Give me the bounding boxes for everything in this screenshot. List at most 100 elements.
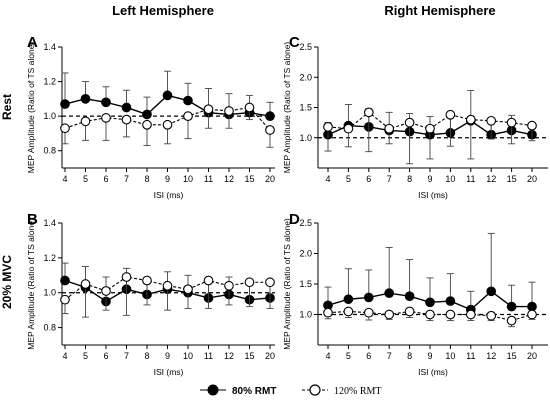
panel-d-point [343,306,354,317]
panel-a-ylabel: MEP Amplitude (Ratio of TS alone) [26,42,36,174]
panel-c-point [445,109,456,120]
panel-a-point [80,94,91,104]
legend-80-label: 80% RMT [232,386,276,397]
panel-a-point [162,119,173,130]
panel-a-xlabel: ISI (ms) [154,190,184,200]
panel-b-point [224,280,234,291]
panel-d-xtick-label: 10 [445,351,455,361]
panel-c-xtick-label: 8 [407,174,412,184]
panel-b-point [101,286,111,296]
panel-b: 0.8 1.0 1.2 1.4 4 5 6 7 8 9 10 11 12 15 20 ISI (ms) MEP … [26,218,275,377]
panel-b-point [121,272,132,282]
panel-b-point [265,277,275,288]
panel-a-ytick-label: 1.0 [43,111,56,121]
panel-b-point [162,280,173,291]
panel-a: 0.8 1.0 1.2 1.4 4 5 6 7 8 9 10 11 12 15 20 ISI (ms) MEP … [26,42,275,200]
panel-b-xlabel: ISI (ms) [154,367,184,377]
panel-label-b: B [27,211,38,228]
panel-b-point [244,277,255,288]
panel-a-series-120 [60,102,275,148]
panel-d-point [384,288,395,299]
panel-a-ytick-label: 0.8 [43,146,56,156]
panel-c-xtick-label: 20 [527,174,537,184]
panel-a-ytick-label: 1.2 [43,77,56,87]
panel-c-series-120 [323,107,537,165]
panel-a-xtick-label: 6 [103,174,108,184]
panel-c-xtick-label: 9 [427,174,432,184]
panel-d-point [343,294,354,305]
panel-b-xtick-label: 7 [124,351,129,361]
legend: 80% RMT 120% RMT [200,384,382,397]
panel-c-xtick-label: 5 [346,174,351,184]
panel-b-xtick-label: 11 [204,351,213,361]
panel-b-xtick-label: 9 [165,351,170,361]
legend-120-marker [309,384,321,396]
panel-c-point [384,123,395,134]
panel-c-point [486,115,497,126]
panel-a-xtick-label: 4 [62,174,67,184]
panel-c-xtick-label: 11 [466,174,475,184]
panel-d-point [425,297,435,308]
panel-d-point [363,292,374,303]
panel-a-point [121,102,132,113]
panel-a-point [142,109,152,120]
panel-c-point [363,107,374,118]
panel-c-xtick-label: 6 [366,174,371,184]
col-title-left: Left Hemisphere [112,3,214,18]
panel-a-series-80 [60,70,275,121]
panel-d-point [527,301,537,312]
panel-d-xtick-label: 8 [407,351,412,361]
panel-a-point [162,90,173,101]
panel-a-point [60,99,70,109]
panel-d-point [404,306,415,317]
panel-c-xtick-label: 15 [507,174,517,184]
panel-b-xtick-label: 15 [244,351,254,361]
panel-c-point [425,123,435,134]
panel-b-point [60,294,70,305]
panel-b-ytick-label: 1.2 [43,253,56,263]
panel-c-ytick-label: 1.0 [299,133,312,143]
panel-b-ytick-label: 1.4 [43,218,56,228]
panel-a-point [142,119,152,130]
panel-b-series-120 [60,272,275,318]
panel-c-point [506,117,517,128]
panel-d-ytick-label: 2.5 [299,218,312,228]
panel-a-point [265,111,275,121]
panel-b-xtick-label: 12 [224,351,234,361]
panel-d-point [323,307,333,318]
panel-d-ytick-label: 1.0 [299,310,312,320]
panel-d-xtick-label: 12 [486,351,496,361]
panel-a-point [80,116,91,127]
panel-label-c: C [289,34,300,51]
panel-d-point [486,286,497,297]
panel-b-xtick-label: 8 [144,351,149,361]
panel-c-ytick-label: 2.0 [299,72,312,82]
panel-label-a: A [27,34,38,51]
panel-a-xtick-label: 9 [165,174,170,184]
panel-c-xtick-label: 10 [445,174,455,184]
panel-label-d: D [289,211,300,228]
panel-c-ytick-label: 2.5 [299,42,312,52]
panel-a-xtick-label: 20 [265,174,275,184]
panel-d-series-120 [323,306,537,328]
col-title-right: Right Hemisphere [384,3,495,18]
panel-a-xtick-label: 12 [224,174,234,184]
panel-d-point [506,315,517,326]
panel-b-point [142,275,152,286]
panel-d-xtick-label: 7 [387,351,392,361]
panel-d-xtick-label: 20 [527,351,537,361]
panel-c-point [527,120,537,131]
panel-a-series-line [64,106,271,131]
panel-d-xtick-label: 11 [466,351,475,361]
panel-c-xtick-label: 4 [325,174,330,184]
panel-a-xtick-label: 8 [144,174,149,184]
panel-c-ytick-label: 1.5 [299,103,312,113]
panel-a-point [60,123,70,134]
panel-b-ytick-label: 0.8 [43,323,56,333]
panel-c-ylabel: MEP Amplitude (Ratio of TS alone) [282,42,292,174]
row-label-rest: Rest [0,94,14,120]
panel-b-point [203,275,214,286]
panel-a-point [244,102,255,113]
panel-d-ylabel: MEP Amplitude (Ratio of TS alone) [282,218,292,350]
